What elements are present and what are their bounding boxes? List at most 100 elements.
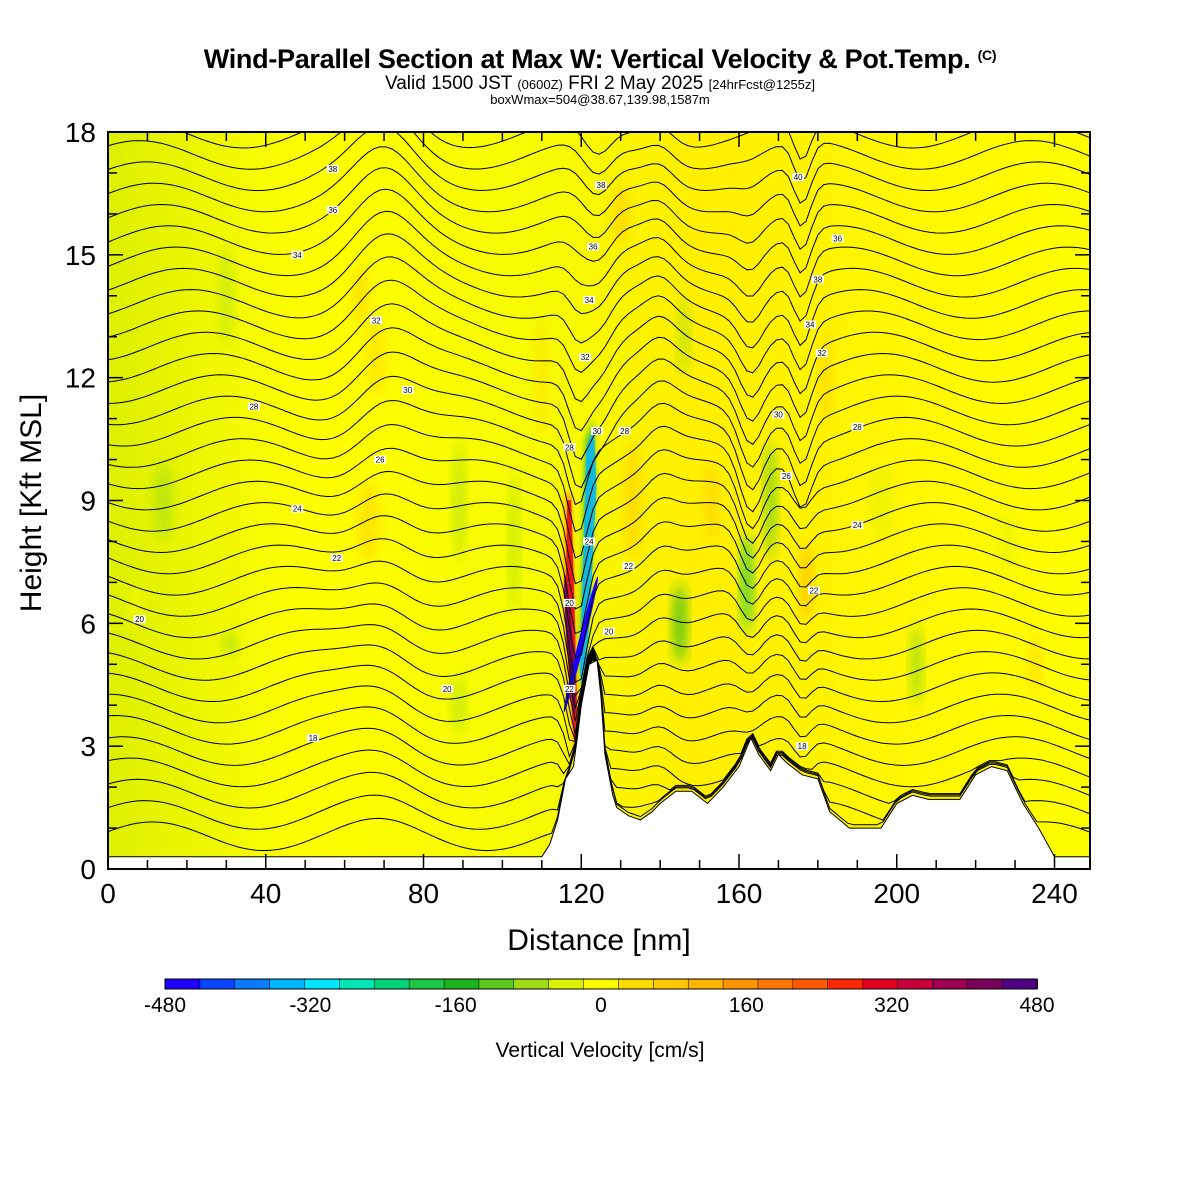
svg-text:20: 20	[565, 599, 574, 608]
velocity-cell	[366, 317, 387, 398]
colorbar-swatch	[199, 978, 236, 990]
svg-text:32: 32	[581, 353, 590, 362]
svg-text:30: 30	[593, 427, 602, 436]
svg-text:28: 28	[249, 402, 258, 411]
colorbar-swatch	[269, 978, 306, 990]
svg-text:38: 38	[813, 275, 822, 284]
theta-contour	[108, 375, 1090, 489]
svg-text:34: 34	[293, 251, 302, 260]
contour-label: 20	[133, 615, 146, 624]
svg-text:20: 20	[443, 685, 452, 694]
colorbar-tick-label: 0	[595, 994, 607, 1017]
svg-text:36: 36	[328, 206, 337, 215]
theta-contour	[108, 560, 1090, 683]
contour-label: 26	[374, 455, 387, 465]
chart-title-text: Wind-Parallel Section at Max W: Vertical…	[203, 44, 971, 74]
colorbar-label: Vertical Velocity [cm/s]	[496, 1039, 705, 1062]
theta-contour	[108, 603, 1090, 709]
svg-text:28: 28	[853, 423, 862, 432]
theta-contour	[108, 327, 1090, 432]
contour-label: 20	[441, 684, 454, 694]
velocity-cell	[356, 480, 381, 561]
velocity-cell	[999, 511, 1016, 572]
contour-label: 26	[780, 471, 793, 481]
svg-text:36: 36	[589, 243, 598, 252]
contour-label: 38	[326, 164, 339, 174]
theta-contour	[108, 279, 1090, 374]
svg-text:36: 36	[833, 234, 842, 243]
colorbar: -480 -320 -160 0 160 320 480	[144, 978, 1055, 1017]
contour-label: 18	[796, 742, 809, 751]
colorbar-swatch	[234, 978, 271, 990]
contour-label: 34	[583, 295, 596, 305]
colorbar-swatch	[304, 978, 341, 990]
svg-text:24: 24	[853, 521, 862, 530]
velocity-cell	[453, 440, 464, 561]
valid-time-prefix: Valid 1500 JST	[384, 73, 513, 94]
colorbar-frame	[164, 978, 1038, 990]
contour-label: 22	[622, 562, 635, 571]
theta-contour	[108, 167, 1090, 250]
velocity-cell	[705, 460, 718, 541]
svg-text:38: 38	[328, 165, 337, 174]
svg-text:26: 26	[782, 472, 791, 481]
y-tick-label: 15	[65, 240, 96, 271]
theta-contour	[108, 303, 1090, 403]
colorbar-swatch	[1001, 978, 1038, 990]
x-tick-label: 40	[250, 878, 281, 909]
contour-label: 34	[803, 320, 816, 329]
plot-area: 18 18 20 20 20 20 22 22 22 22 24 24 24 26 26 28 28 28 28 30…	[108, 132, 1090, 869]
contour-label: 38	[594, 181, 607, 190]
contour-label: 28	[247, 402, 260, 411]
contour-label: 36	[587, 242, 600, 252]
colorbar-swatch	[548, 978, 585, 990]
contour-labels: 18 18 20 20 20 20 22 22 22 22 24 24 24 26 26 28 28 28 28 30…	[133, 164, 864, 751]
svg-text:24: 24	[293, 505, 302, 514]
velocity-field	[129, 183, 1040, 771]
velocity-cell	[741, 532, 752, 633]
contour-label: 28	[563, 443, 576, 452]
colorbar-swatch	[618, 978, 655, 990]
colorbar-swatch	[443, 978, 480, 990]
colorbar-tick-label: 320	[874, 994, 909, 1017]
theta-contour	[108, 399, 1090, 506]
theta-contour	[108, 447, 1090, 559]
terrain-mask	[108, 659, 1090, 869]
y-tick-label: 18	[65, 117, 96, 148]
contour-label: 40	[792, 173, 805, 182]
contour-label: 30	[772, 410, 785, 420]
contour-label: 28	[618, 426, 631, 436]
svg-text:22: 22	[809, 587, 818, 596]
colorbar-swatch	[792, 978, 829, 990]
contour-label: 24	[291, 504, 304, 514]
theta-contour	[108, 256, 1090, 349]
svg-text:22: 22	[332, 554, 341, 563]
colorbar-tick-label: 160	[729, 994, 764, 1017]
colorbar-swatch	[513, 978, 550, 990]
y-axis-label: Height [Kft MSL]	[15, 394, 48, 612]
contour-label: 24	[851, 521, 864, 530]
theta-contour	[108, 146, 1090, 227]
y-tick-label: 3	[80, 731, 96, 762]
y-tick-label: 0	[80, 854, 96, 885]
svg-text:28: 28	[565, 443, 574, 452]
colorbar-swatch	[164, 978, 201, 990]
velocity-cell	[911, 624, 922, 705]
theta-contour	[108, 493, 1090, 610]
velocity-cell	[224, 631, 237, 656]
colorbar-swatch	[339, 978, 376, 990]
velocity-cell	[154, 460, 173, 541]
theta-contour	[108, 648, 1090, 741]
velocity-cell	[535, 317, 548, 438]
y-tick-label: 12	[65, 363, 96, 394]
contour-label: 32	[579, 353, 592, 362]
colorbar-swatch	[722, 978, 759, 990]
colorbar-swatch	[653, 978, 690, 990]
contour-label: 20	[602, 627, 615, 637]
colorbar-swatch	[757, 978, 794, 990]
colorbar-tick-label: -320	[289, 994, 331, 1017]
colorbar-swatch	[478, 978, 515, 990]
copyright-mark: (C)	[977, 47, 997, 63]
